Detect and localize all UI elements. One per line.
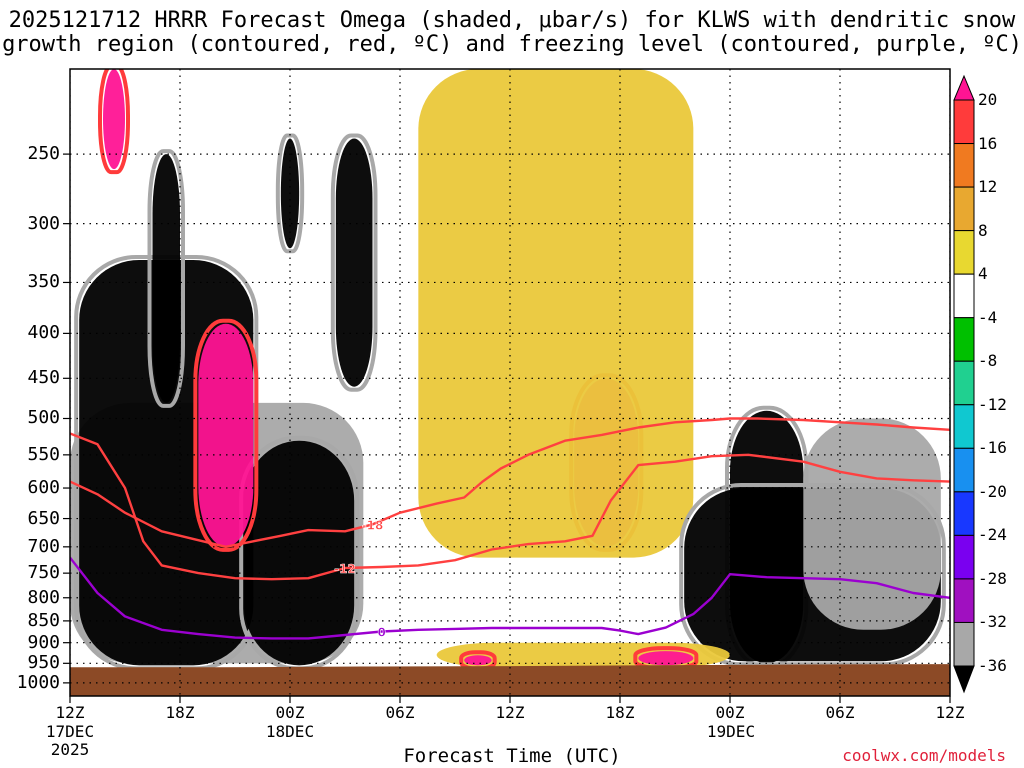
colorbar-tick-label: 12 — [978, 177, 998, 197]
y-tick-label: 900 — [27, 631, 60, 653]
y-tick-label: 400 — [27, 322, 60, 344]
contour-line--12 — [70, 432, 950, 581]
y-tick-label: 350 — [27, 271, 60, 293]
y-tick-label: 1000 — [16, 671, 60, 693]
colorbar-segment — [953, 621, 975, 667]
y-tick-label: 750 — [27, 562, 60, 584]
colorbar-segment — [953, 578, 975, 623]
y-tick-label: 950 — [27, 652, 60, 674]
colorbar-segment — [953, 360, 975, 406]
omega-region — [418, 69, 694, 558]
contour-lines: -18 -12 0 — [70, 417, 950, 640]
contour-label-0: 0 — [377, 626, 385, 640]
omega-region — [803, 418, 941, 630]
omega-region — [244, 440, 355, 666]
x-tick-label: 12Z — [495, 703, 525, 722]
contour-line--18 — [70, 417, 950, 548]
y-tick-label: 250 — [27, 143, 60, 165]
colorbar-segment — [953, 317, 975, 362]
x-tick-label: 06Z — [825, 703, 855, 722]
x-tick-label: 00Z — [715, 703, 745, 722]
x-tick-label: 12Z — [55, 703, 85, 722]
colorbar-tick-label: -12 — [978, 394, 1007, 414]
y-tick-label: 300 — [27, 212, 60, 234]
colorbar-tick-label: 16 — [978, 133, 998, 153]
x-date-label-17dec: 17DEC — [45, 722, 95, 741]
colorbar-tick-label: 4 — [978, 264, 988, 284]
colorbar-segment — [953, 186, 975, 232]
omega-region — [638, 651, 694, 666]
x-tick-label: 18Z — [605, 703, 635, 722]
x-tick-label: 18Z — [165, 703, 195, 722]
colorbar-segment — [953, 534, 975, 580]
colorbar-segment — [953, 143, 975, 188]
colorbar-tick-label: -24 — [978, 525, 1007, 545]
colorbar-top-triangle — [953, 74, 975, 101]
plot-field: -18 -12 0 — [70, 69, 950, 696]
axis-ticks — [63, 153, 951, 703]
chart-title-line-1: 2025121712 HRRR Forecast Omega (shaded, … — [8, 8, 1016, 33]
contour-label--12: -12 — [334, 562, 356, 576]
y-tick-label: 800 — [27, 586, 60, 608]
y-tick-label: 550 — [27, 443, 60, 465]
y-tick-label: 850 — [27, 609, 60, 631]
omega-region-edge — [193, 318, 259, 552]
x-tick-label: 00Z — [275, 703, 305, 722]
chart-title-line-2: growth region (contoured, red, ºC) and f… — [2, 32, 1022, 57]
omega-region-edge — [330, 133, 378, 392]
colorbar-segment — [953, 273, 975, 319]
colorbar-tick-label: -16 — [978, 438, 1007, 458]
colorbar-tick-label: -8 — [978, 351, 998, 371]
y-tick-label: 700 — [27, 535, 60, 557]
x-date-label-18dec: 18DEC — [265, 722, 315, 741]
y-tick-label: 600 — [27, 477, 60, 499]
x-date-label-year: 2025 — [50, 740, 90, 759]
colorbar — [953, 74, 975, 694]
omega-region — [198, 323, 254, 547]
omega-region-edge — [147, 149, 185, 408]
contour-label--18: -18 — [362, 518, 384, 532]
colorbar-segment — [953, 404, 975, 449]
colorbar-segment — [953, 99, 975, 145]
colorbar-tick-label: -36 — [978, 656, 1007, 675]
colorbar-tick-label: -32 — [978, 612, 1007, 632]
y-tick-label: 450 — [27, 367, 60, 389]
colorbar-bottom-triangle — [953, 665, 975, 694]
omega-region — [103, 69, 125, 170]
colorbar-segment — [953, 491, 975, 536]
colorbar-segment — [953, 230, 975, 275]
x-axis-label: Forecast Time (UTC) — [403, 745, 621, 767]
x-tick-label: 06Z — [385, 703, 415, 722]
colorbar-segment — [953, 447, 975, 493]
y-tick-label: 500 — [27, 407, 60, 429]
x-date-label-19dec: 19DEC — [706, 722, 756, 741]
omega-region — [152, 154, 180, 403]
omega-region-edge — [98, 69, 130, 175]
y-tick-label: 650 — [27, 507, 60, 529]
colorbar-tick-label: -4 — [978, 307, 998, 327]
grid-lines — [70, 69, 950, 696]
colorbar-tick-label: 8 — [978, 220, 988, 240]
colorbar-tick-label: -20 — [978, 481, 1007, 501]
x-tick-label: 12Z — [935, 703, 965, 722]
omega-region — [335, 138, 373, 387]
colorbar-tick-label: -28 — [978, 568, 1007, 588]
credit-link[interactable]: coolwx.com/models — [842, 746, 1006, 765]
colorbar-tick-label: 20 — [978, 90, 998, 109]
contour-line-0 — [70, 556, 950, 640]
omega-region — [464, 655, 492, 666]
